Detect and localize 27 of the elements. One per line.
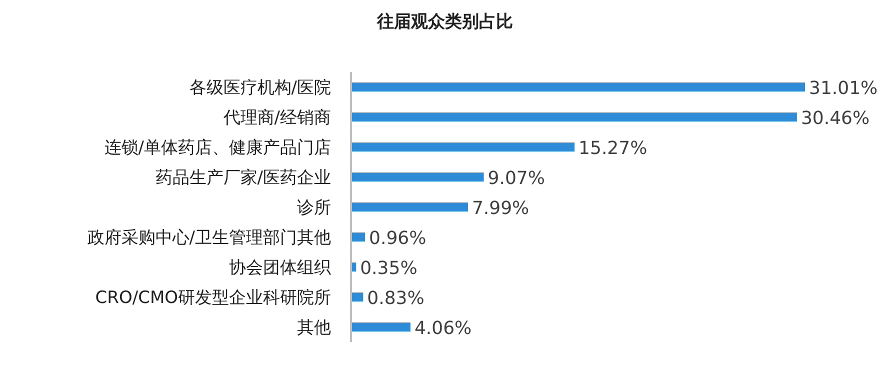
chart-title: 往届观众类别占比 [376,12,513,32]
y-tick-label: 协会团体组织 [229,258,331,278]
y-tick-label: CRO/CMO研发型企业科研院所 [95,288,331,308]
bar [351,142,575,152]
y-tick-label: 代理商/经销商 [222,108,331,128]
y-tick-label: 其他 [297,318,331,338]
y-tick-label: 各级医疗机构/医院 [189,78,331,98]
bar [351,322,410,332]
y-tick-label: 药品生产厂家/医药企业 [155,168,331,188]
data-label: 0.35% [360,258,418,279]
data-label: 9.07% [488,168,545,189]
data-label: 30.46% [800,108,870,129]
bar [351,202,468,212]
bar [351,82,805,92]
data-label: 7.99% [472,198,530,219]
data-label: 0.96% [369,228,426,249]
bar [351,292,364,302]
y-tick-label: 诊所 [297,198,331,218]
data-label: 15.27% [578,138,648,159]
bar [351,232,366,242]
y-tick-label: 政府采购中心/卫生管理部门其他 [87,228,331,248]
data-label: 4.06% [414,318,472,339]
data-label: 0.83% [367,288,424,309]
bar [351,172,484,182]
data-label: 31.01% [809,78,878,99]
bar [351,112,797,122]
y-tick-label: 连锁/单体药店、健康产品门店 [104,138,331,158]
